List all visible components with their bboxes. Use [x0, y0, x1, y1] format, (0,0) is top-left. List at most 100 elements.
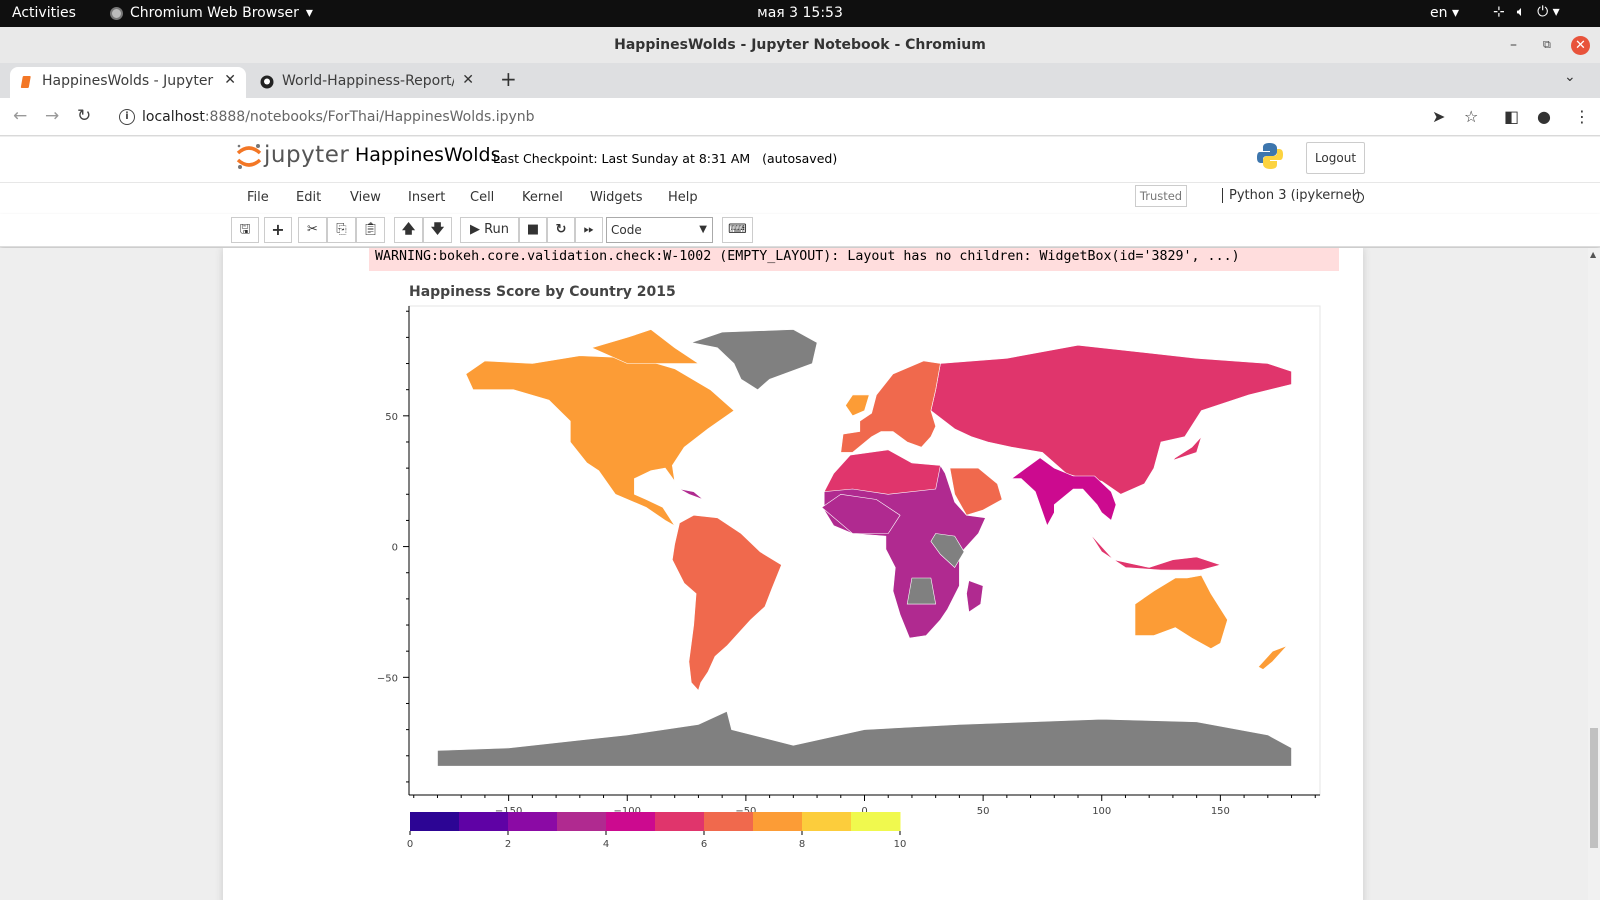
notebook-name[interactable]: HappinesWolds [355, 144, 501, 166]
colorbar-swatch [655, 812, 705, 831]
colorbar-tick-label: 6 [701, 839, 707, 850]
interrupt-icon[interactable]: ■ [519, 217, 547, 243]
power-icon[interactable]: ⏻ ▾ [1537, 4, 1560, 20]
region-arabia[interactable] [949, 467, 1003, 516]
language-indicator[interactable]: en ▾ [1430, 5, 1459, 21]
menu-view[interactable]: View [350, 190, 381, 205]
region-indonesia[interactable] [1089, 533, 1222, 571]
scrollbar-thumb[interactable] [1590, 728, 1598, 848]
send-icon[interactable]: ➤ [1432, 107, 1446, 126]
region-north-africa[interactable] [823, 449, 941, 495]
back-icon[interactable]: ← [13, 106, 28, 126]
menu-kernel[interactable]: Kernel [522, 190, 563, 205]
copy-icon[interactable]: ⎘ [327, 217, 356, 243]
logout-button[interactable]: Logout [1306, 142, 1365, 174]
tab-search-icon[interactable]: ⌄ [1564, 69, 1576, 85]
region-antarctica[interactable] [437, 710, 1292, 767]
notebook-icon [20, 76, 31, 88]
activities-button[interactable]: Activities [12, 5, 76, 21]
command-palette-icon[interactable]: ⌨ [722, 217, 753, 243]
site-info-icon[interactable]: i [119, 109, 135, 125]
x-tick-label: −100 [614, 806, 641, 817]
insert-cell-icon[interactable]: + [264, 217, 292, 243]
menu-insert[interactable]: Insert [408, 190, 446, 205]
checkpoint-status: Last Checkpoint: Last Sunday at 8:31 AM … [493, 151, 837, 166]
close-tab-icon[interactable]: ✕ [224, 72, 236, 88]
region-south-asia[interactable] [1010, 457, 1117, 527]
region-british-isles[interactable] [845, 394, 870, 417]
y-tick-labels: 50 0 −50 [377, 412, 409, 684]
menu-file[interactable]: File [247, 190, 269, 205]
close-window-icon[interactable]: ✕ [1571, 36, 1590, 55]
forward-icon[interactable]: → [45, 106, 60, 126]
run-button[interactable]: ▶ Run [460, 217, 519, 243]
restore-icon[interactable]: ⧉ [1543, 38, 1551, 51]
region-southern-africa-no-data[interactable] [906, 577, 937, 605]
x-tick-label: −150 [495, 806, 522, 817]
menu-edit[interactable]: Edit [296, 190, 322, 205]
move-down-icon[interactable]: 🡇 [423, 217, 452, 243]
region-greenland[interactable] [690, 329, 818, 391]
region-australia[interactable] [1134, 574, 1228, 649]
python-logo-icon [1257, 143, 1283, 169]
trusted-badge[interactable]: Trusted [1135, 185, 1187, 207]
color-bar: 0 2 4 6 8 10 [407, 812, 906, 850]
github-icon [260, 75, 274, 89]
region-europe[interactable] [840, 360, 941, 453]
colorbar-tick-label: 8 [799, 839, 805, 850]
region-south-america[interactable] [671, 514, 782, 691]
tab-jupyter[interactable]: HappinesWolds - Jupyter ✕ [10, 67, 246, 98]
region-north-america[interactable] [465, 355, 735, 526]
checkpoint-text: Last Checkpoint: Last Sunday at 8:31 AM [493, 151, 751, 166]
menu-cell[interactable]: Cell [470, 190, 495, 205]
region-japan[interactable] [1172, 436, 1202, 461]
paste-icon[interactable]: 📋︎ [356, 217, 385, 243]
scroll-up-icon[interactable]: ▲ [1590, 250, 1597, 259]
chromium-icon [110, 6, 123, 20]
region-west-africa[interactable] [821, 493, 901, 534]
cell-type-select[interactable]: Code ▼ [606, 217, 713, 243]
kernel-name[interactable]: Python 3 (ipykernel) [1222, 188, 1360, 203]
tab-github[interactable]: World-Happiness-Report/ ✕ [250, 67, 484, 98]
region-russia-east-asia[interactable] [930, 344, 1292, 495]
close-tab-icon[interactable]: ✕ [462, 72, 474, 88]
region-caribbean[interactable] [679, 488, 704, 500]
new-tab-icon[interactable]: + [500, 67, 517, 91]
menu-help[interactable]: Help [668, 190, 698, 205]
reload-icon[interactable]: ↻ [77, 106, 92, 126]
region-canadian-arctic[interactable] [590, 329, 700, 364]
browser-menu-icon[interactable]: ⋮ [1574, 107, 1590, 126]
cut-icon[interactable]: ✂ [298, 217, 327, 243]
save-icon[interactable]: 🖫︎ [231, 217, 259, 243]
region-new-zealand[interactable] [1257, 645, 1288, 670]
choropleth-chart[interactable]: Happiness Score by Country 2015 −150 −100… [223, 248, 1363, 900]
chevron-down-icon: ▾ [305, 5, 313, 21]
x-tick-label: 150 [1211, 806, 1230, 817]
side-panel-icon[interactable]: ◧ [1504, 107, 1520, 126]
system-top-bar: Activities Chromium Web Browser ▾ мая 3 … [0, 0, 1600, 27]
move-up-icon[interactable]: 🡅 [394, 217, 423, 243]
restart-run-all-icon[interactable]: ⏩︎ [575, 217, 603, 243]
bookmark-star-icon[interactable]: ☆ [1464, 107, 1479, 126]
minimize-icon[interactable]: – [1510, 37, 1517, 53]
colorbar-swatch [851, 812, 901, 831]
notebook-menubar: File Edit View Insert Cell Kernel Widget… [0, 182, 1600, 214]
window-title: HappinesWolds - Jupyter Notebook - Chrom… [614, 37, 986, 53]
menu-widgets[interactable]: Widgets [590, 190, 643, 205]
network-icon[interactable]: ⊹ [1493, 4, 1505, 20]
volume-icon[interactable]: 🔈︎ [1516, 4, 1526, 20]
profile-icon[interactable]: ● [1537, 107, 1551, 126]
clock[interactable]: мая 3 15:53 [757, 5, 843, 21]
page-scrollbar[interactable]: ▲ [1588, 248, 1600, 900]
restart-icon[interactable]: ↻ [547, 217, 575, 243]
language-label: en [1430, 5, 1448, 21]
region-madagascar[interactable] [966, 580, 984, 613]
tab-strip: HappinesWolds - Jupyter ✕ World-Happines… [0, 63, 1600, 98]
jupyter-logo-icon[interactable] [234, 141, 264, 171]
region-east-africa-no-data[interactable] [930, 533, 965, 568]
url-path: :8888/notebooks/ForThai/HappinesWolds.ip… [204, 109, 535, 125]
colorbar-tick-label: 4 [603, 839, 609, 850]
address-bar[interactable]: i localhost:8888/notebooks/ForThai/Happi… [110, 101, 1462, 133]
jupyter-wordmark[interactable]: jupyter [264, 142, 350, 168]
app-menu[interactable]: Chromium Web Browser ▾ [110, 5, 313, 21]
